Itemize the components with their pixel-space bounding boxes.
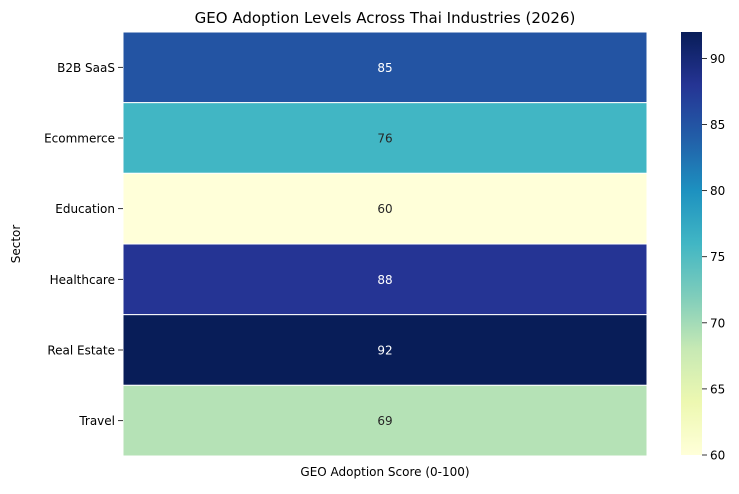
colorbar-tick-label: 60	[710, 449, 725, 463]
heatmap-cell	[122, 102, 648, 174]
heatmap-cell	[122, 314, 648, 386]
y-axis-label: Sector	[9, 225, 23, 264]
cell-value-label: 92	[377, 344, 392, 358]
colorbar-tick-label: 75	[710, 250, 725, 264]
cell-value-label: 85	[377, 61, 392, 75]
colorbar-tick-label: 70	[710, 316, 725, 330]
cell-value-label: 69	[377, 414, 392, 428]
colorbar-ticks: 60 65 70 75 80 85 90	[702, 52, 725, 463]
colorbar	[681, 32, 702, 455]
colorbar-tick-label: 90	[710, 52, 725, 66]
cell-value-label: 60	[377, 202, 392, 216]
heatmap-cell	[122, 384, 648, 457]
x-axis-label: GEO Adoption Score (0-100)	[300, 465, 469, 479]
y-tick-label: Travel	[78, 414, 115, 428]
heatmap-cells: 85 76 60 88 92 69	[122, 31, 648, 457]
colorbar-tick-label: 85	[710, 118, 725, 132]
y-tick-labels: B2B SaaS Ecommerce Education Healthcare Real…	[44, 61, 123, 428]
cell-value-label: 76	[377, 132, 392, 146]
heatmap-cell	[122, 243, 648, 316]
y-tick-label: Real Estate	[47, 344, 115, 358]
y-tick-label: Ecommerce	[44, 132, 115, 146]
cell-value-label: 88	[377, 273, 392, 287]
y-tick-label: Healthcare	[50, 273, 115, 287]
heatmap-cell	[122, 172, 648, 245]
y-tick-label: Education	[55, 202, 115, 216]
colorbar-tick-label: 80	[710, 184, 725, 198]
y-tick-label: B2B SaaS	[57, 61, 115, 75]
heatmap-cell	[122, 31, 648, 104]
colorbar-tick-label: 65	[710, 382, 725, 396]
chart-title: GEO Adoption Levels Across Thai Industri…	[195, 9, 576, 27]
